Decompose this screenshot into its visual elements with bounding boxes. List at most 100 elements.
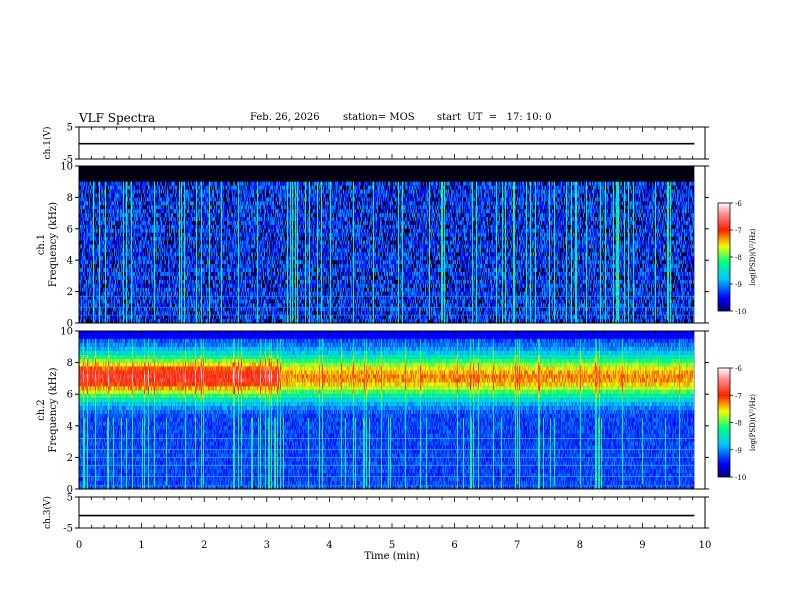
spectrogram-cell [162, 197, 163, 201]
spectrogram-cell [97, 284, 98, 288]
spectrogram-cell [159, 190, 160, 194]
spectrogram-cell [105, 252, 106, 256]
spectrogram-cell [120, 193, 121, 197]
spectrogram-cell [103, 197, 104, 201]
spectrogram-cell [189, 197, 190, 201]
spectrogram-cell [130, 213, 131, 217]
spectrogram-cell [196, 319, 197, 323]
spectrogram-cell [183, 213, 184, 217]
spectrogram-cell [142, 248, 143, 252]
spectrogram-cell [184, 237, 185, 241]
spectrogram-cell [126, 319, 127, 323]
spectrogram-cell [131, 217, 132, 221]
spectrogram-cell [182, 221, 183, 225]
spectrogram-cell [94, 190, 95, 194]
spectrogram-cell [201, 260, 202, 264]
spectrogram-cell [96, 276, 97, 280]
spectrogram-cell [153, 190, 154, 194]
spectrogram-cell [147, 221, 148, 225]
spectrogram-cell [193, 288, 194, 292]
spectrogram-cell [173, 264, 174, 268]
spectrogram-cell [167, 276, 168, 280]
spectrogram-cell [188, 190, 189, 194]
spectrogram-cell [143, 190, 144, 194]
spectrogram-cell [182, 248, 183, 252]
spectrogram-cell [192, 319, 193, 323]
spectrogram-cell [184, 284, 185, 288]
spectrogram-cell [81, 221, 82, 225]
spectrogram-cell [125, 201, 126, 205]
spectrogram-cell [113, 229, 114, 233]
spectrogram-cell [89, 264, 90, 268]
spectrogram-cell [170, 233, 171, 237]
spectrogram-cell [88, 186, 89, 190]
spectrogram-cell [143, 252, 144, 256]
spectrogram-cell [173, 315, 174, 319]
spectrogram-cell [158, 205, 159, 209]
spectrogram-cell [184, 292, 185, 296]
spectrogram-cell [155, 248, 156, 252]
spectrogram-cell [172, 217, 173, 221]
spectrogram-cell [88, 209, 89, 213]
spectrogram-cell [172, 213, 173, 217]
spectrogram-cell [166, 311, 167, 315]
spectrogram-cell [150, 233, 151, 237]
spectrogram-cell [189, 268, 190, 272]
spectrogram-cell [166, 213, 167, 217]
spectrogram-cell [193, 237, 194, 241]
spectrogram-cell [157, 186, 158, 190]
spectrogram-cell [136, 256, 137, 260]
spectrogram-cell [91, 299, 92, 303]
spectrogram-cell [101, 186, 102, 190]
spectrogram-cell [188, 205, 189, 209]
spectrogram-cell [95, 280, 96, 284]
spectrogram-cell [83, 315, 84, 319]
spectrogram-cell [105, 201, 106, 205]
spectrogram-cell [116, 307, 117, 311]
spectrogram-cell [108, 260, 109, 264]
spectrogram-cell [186, 292, 187, 296]
spectrogram-cell [130, 186, 131, 190]
spectrogram-cell [91, 288, 92, 292]
spectrogram-cell [91, 252, 92, 256]
spectrogram-cell [183, 221, 184, 225]
spectrogram-cell [153, 245, 154, 249]
spectrogram-cell [124, 190, 125, 194]
spectrogram-cell [201, 292, 202, 296]
spectrogram-cell [171, 264, 172, 268]
spectrogram-cell [166, 209, 167, 213]
spectrogram-cell [185, 225, 186, 229]
spectrogram-cell [109, 260, 110, 264]
spectrogram-cell [189, 299, 190, 303]
spectrogram-cell [122, 311, 123, 315]
spectrogram-cell [105, 205, 106, 209]
spectrogram-cell [158, 256, 159, 260]
spectrogram-cell [157, 209, 158, 213]
spectrogram-cell [98, 209, 99, 213]
spectrogram-cell [196, 221, 197, 225]
spectrogram-cell [92, 311, 93, 315]
spectrogram-cell [179, 182, 180, 186]
spectrogram-cell [179, 233, 180, 237]
spectrogram-cell [100, 280, 101, 284]
spectrogram-cell [189, 284, 190, 288]
spectrogram-cell [198, 292, 199, 296]
spectrogram-cell [98, 186, 99, 190]
spectrogram-cell [134, 299, 135, 303]
spectrogram-cell [112, 276, 113, 280]
spectrogram-cell [119, 264, 120, 268]
spectrogram-cell [86, 268, 87, 272]
spectrogram-cell [107, 256, 108, 260]
spectrogram-cell [97, 237, 98, 241]
spectrogram-cell [123, 221, 124, 225]
spectrogram-cell [142, 284, 143, 288]
spectrogram-cell [81, 213, 82, 217]
spectrogram-cell [167, 221, 168, 225]
spectrogram-cell [86, 311, 87, 315]
spectrogram-cell [201, 284, 202, 288]
spectrogram-cell [105, 264, 106, 268]
spectrogram-cell [127, 268, 128, 272]
spectrogram-cell [136, 303, 137, 307]
spectrogram-cell [110, 276, 111, 280]
spectrogram-cell [181, 193, 182, 197]
